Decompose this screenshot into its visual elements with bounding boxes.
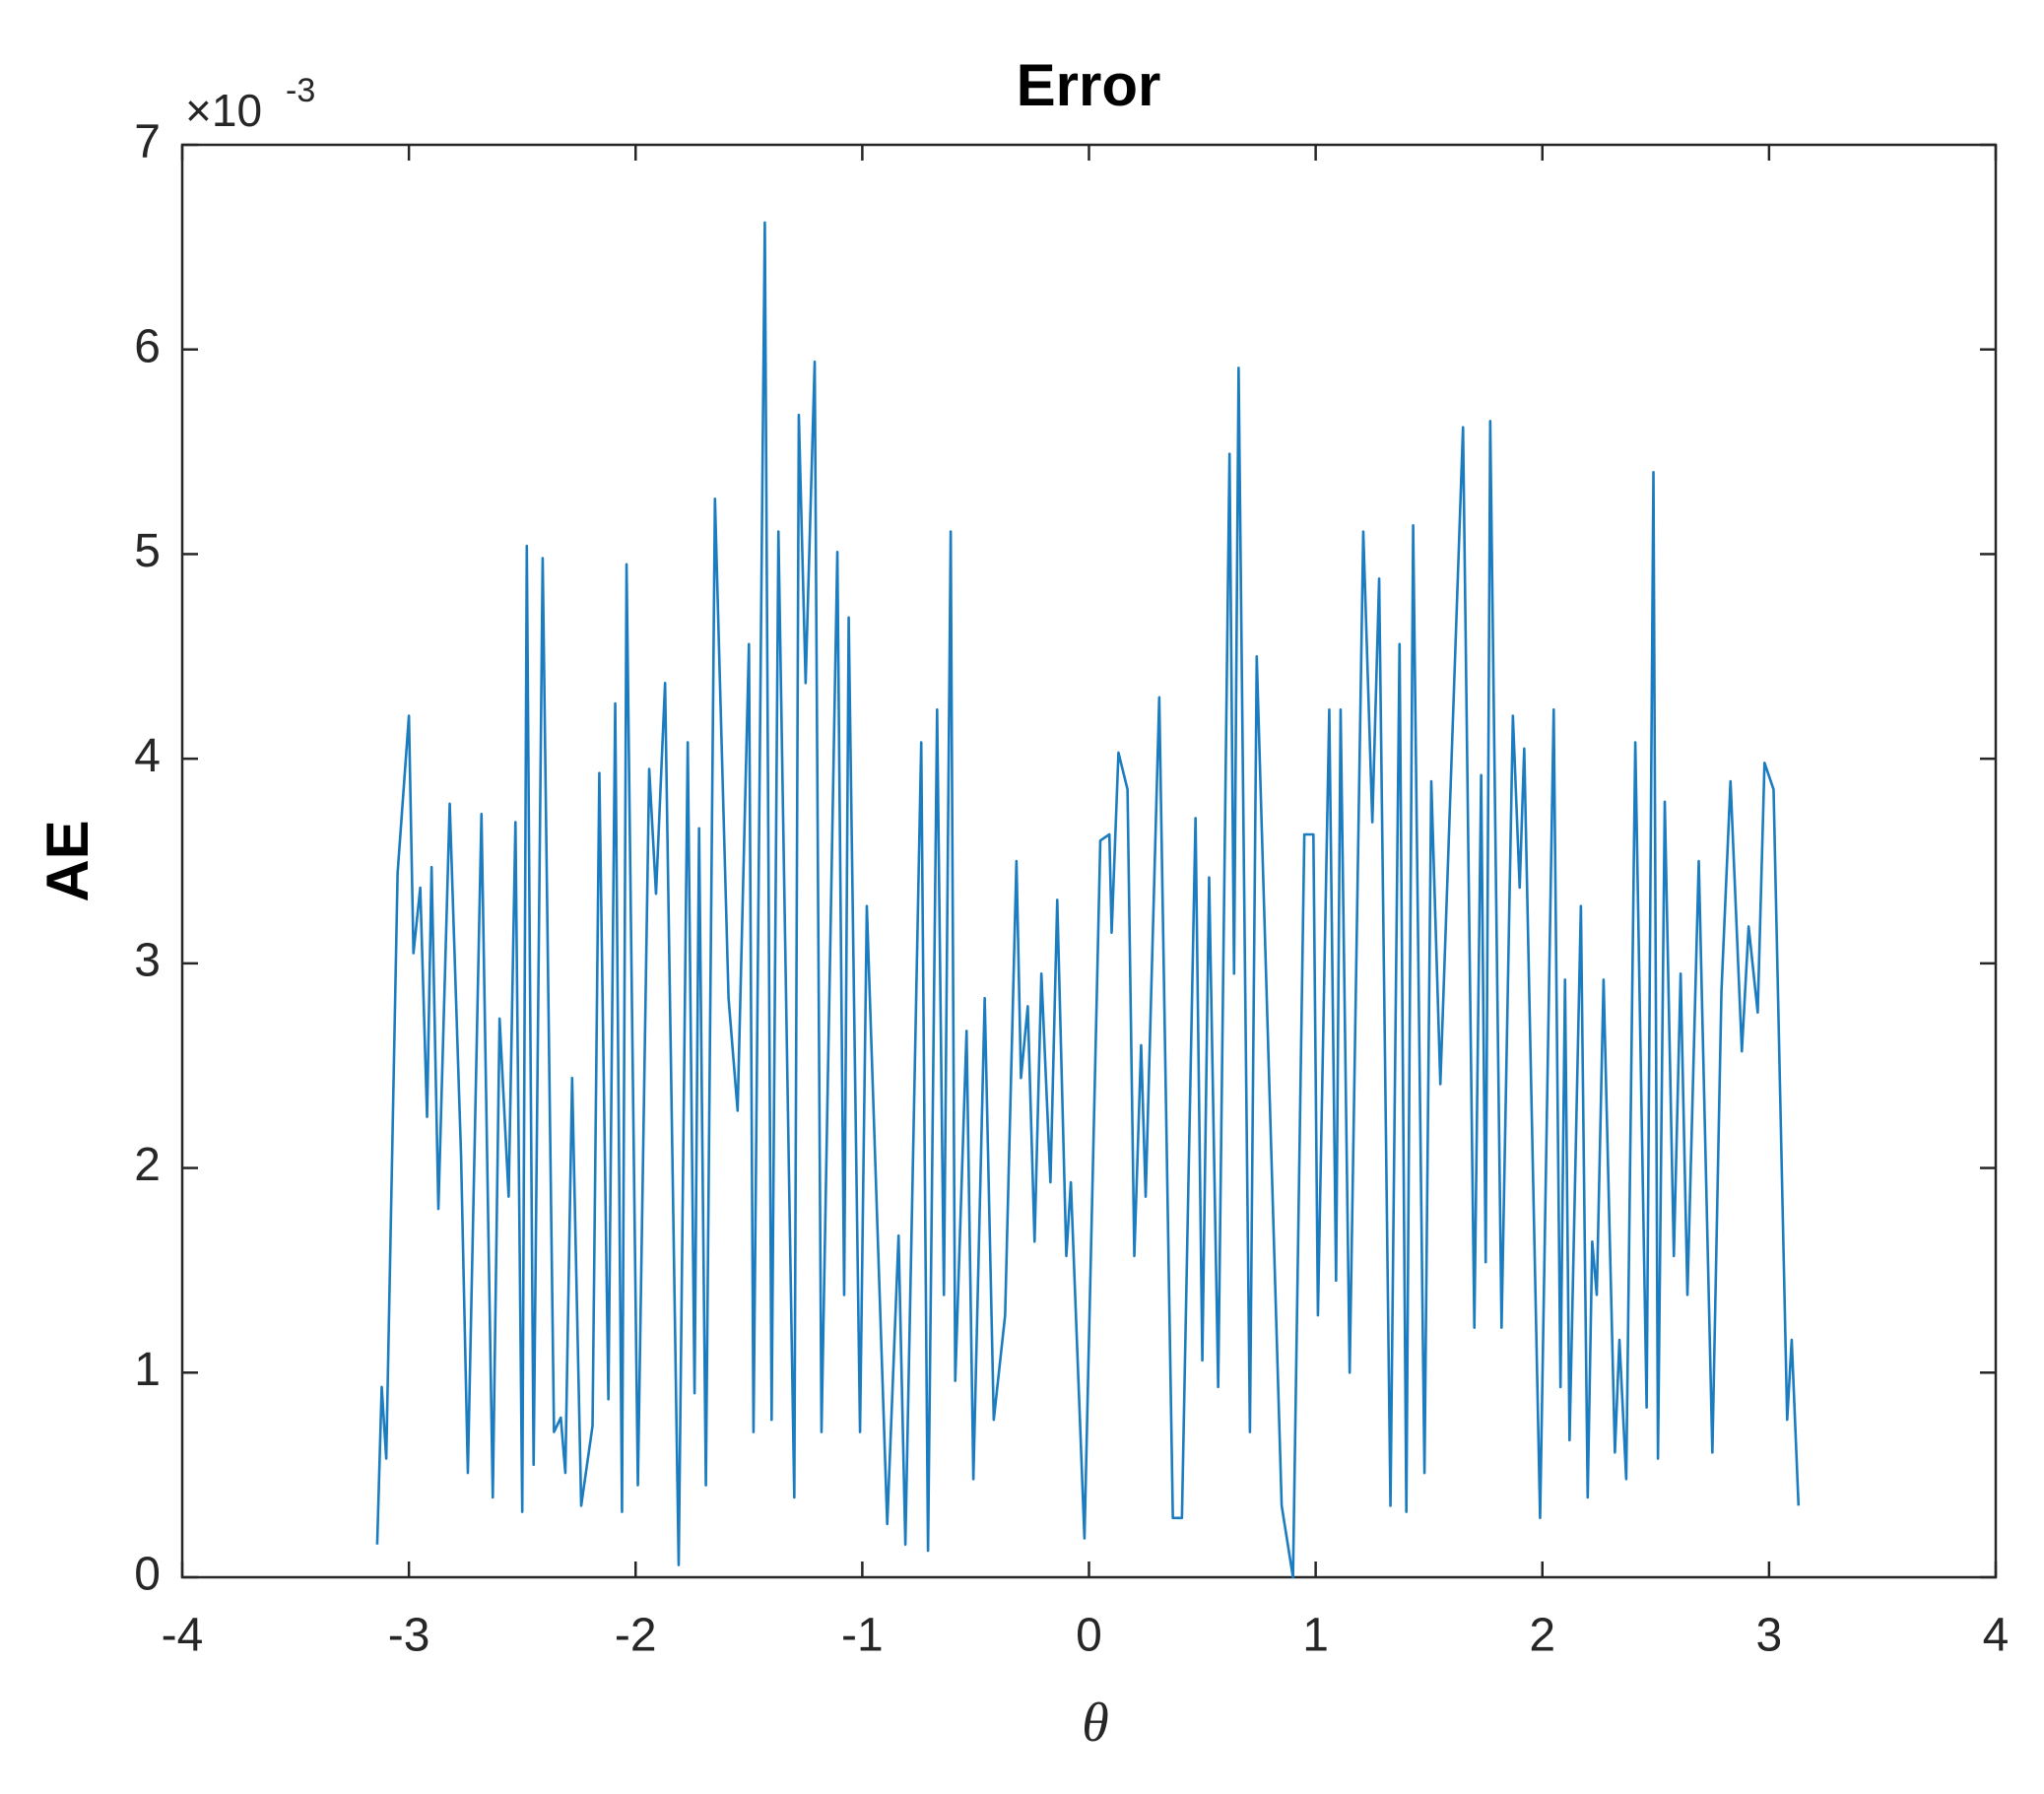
y-tick-label: 4: [134, 730, 161, 782]
x-axis-label: θ: [1082, 1693, 1109, 1754]
x-tick-label: -3: [388, 1610, 430, 1662]
y-tick-label: 2: [134, 1139, 161, 1191]
y-axis-label: AE: [34, 820, 100, 901]
x-tick-label: 4: [1983, 1610, 2010, 1662]
y-tick-label: 5: [134, 525, 161, 577]
y-tick-label: 7: [134, 116, 161, 168]
x-tick-label: 0: [1076, 1610, 1102, 1662]
x-tick-label: 1: [1302, 1610, 1329, 1662]
y-multiplier-base: ×10: [185, 85, 262, 136]
x-tick-label: -2: [615, 1610, 657, 1662]
data-line: [375, 221, 1801, 1579]
y-tick-label: 3: [134, 935, 161, 987]
y-tick-label: 0: [134, 1549, 161, 1601]
x-tick-label: -4: [162, 1610, 204, 1662]
x-tick-label: -1: [841, 1610, 884, 1662]
chart-title: Error: [1017, 52, 1161, 118]
y-tick-label: 6: [134, 320, 161, 372]
y-multiplier-exponent: -3: [286, 72, 315, 109]
y-tick-label: 1: [134, 1344, 161, 1396]
x-tick-label: 2: [1529, 1610, 1555, 1662]
plot-frame: [180, 143, 1998, 1579]
x-tick-label: 3: [1756, 1610, 1783, 1662]
